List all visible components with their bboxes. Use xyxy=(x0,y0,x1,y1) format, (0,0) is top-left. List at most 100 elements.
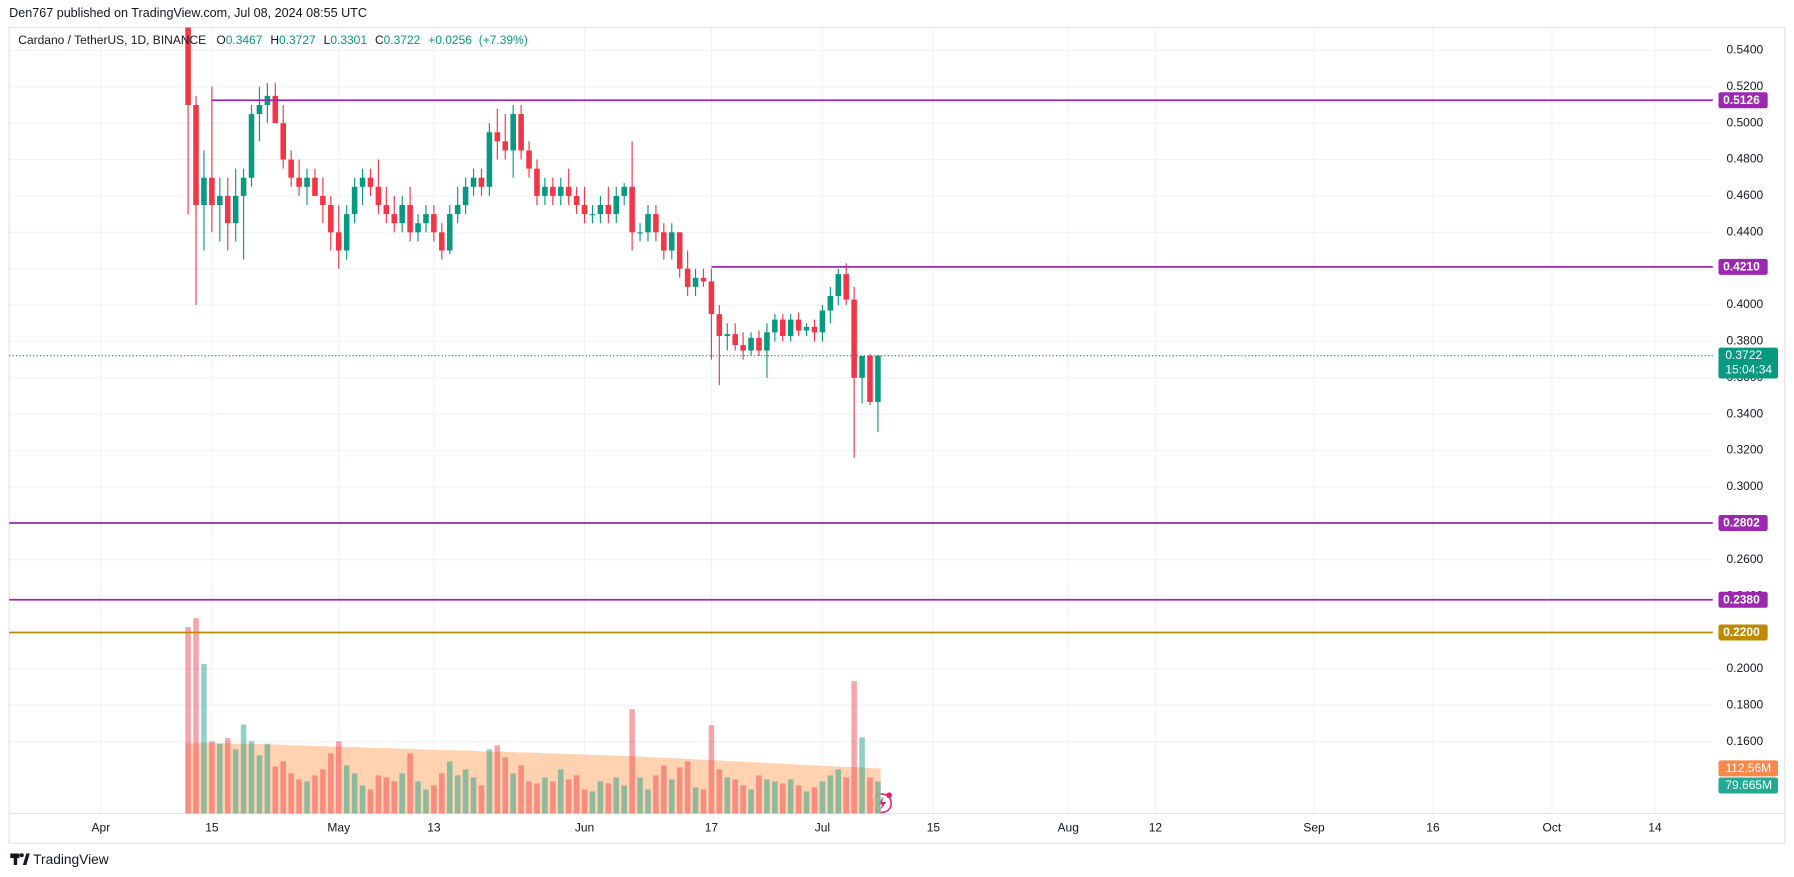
volume-bar xyxy=(565,779,572,814)
candle xyxy=(304,168,310,206)
candle-body xyxy=(407,205,413,233)
candle-body xyxy=(795,319,802,331)
candle xyxy=(518,104,524,160)
candle xyxy=(803,323,810,336)
x-tick-label: Sep xyxy=(1303,821,1325,835)
y-tick-label: 0.5200 xyxy=(1726,79,1763,93)
candle xyxy=(335,205,342,269)
candle-body xyxy=(431,214,437,233)
volume-bar xyxy=(470,777,477,814)
volume-bar xyxy=(526,781,532,814)
candle xyxy=(320,177,326,224)
x-tick-label: 14 xyxy=(1648,821,1662,835)
candle-body xyxy=(550,186,556,196)
candle xyxy=(787,314,794,342)
candle xyxy=(684,250,691,296)
volume-bar xyxy=(224,738,231,814)
candle xyxy=(454,186,461,224)
level-label-box xyxy=(1718,514,1768,531)
countdown: 15:04:34 xyxy=(1725,363,1772,377)
candle xyxy=(312,168,318,196)
candle-body xyxy=(288,159,294,178)
volume-bar xyxy=(668,779,675,814)
volume-bar xyxy=(557,769,564,814)
candle xyxy=(296,159,302,196)
volume-bar xyxy=(407,753,413,814)
candle xyxy=(811,319,818,342)
candle-body xyxy=(637,232,643,234)
candle-body xyxy=(351,186,358,215)
candle xyxy=(676,232,683,278)
candle-body xyxy=(827,295,834,311)
legend-key: O xyxy=(216,33,225,47)
legend-change-pct: (+7.39%) xyxy=(479,33,528,47)
volume-bar xyxy=(692,787,699,814)
candle-body xyxy=(272,95,279,124)
volume-bar xyxy=(589,791,596,814)
candle-body xyxy=(224,195,231,224)
candle-body xyxy=(502,141,509,151)
legend-value: 0.3727 xyxy=(279,33,316,47)
volume-bar xyxy=(875,781,881,814)
volume-bar xyxy=(637,777,643,814)
candle xyxy=(597,195,604,224)
candle-body xyxy=(494,132,501,142)
level-label: 0.2200 xyxy=(1723,625,1760,639)
volume-bar xyxy=(494,745,501,814)
x-tick-label: Apr xyxy=(92,821,111,835)
candle xyxy=(581,186,588,224)
y-tick-label: 0.3200 xyxy=(1726,443,1763,457)
x-tick-label: Jun xyxy=(575,821,594,835)
candle-body xyxy=(518,114,524,151)
volume-bar xyxy=(629,709,635,814)
candle xyxy=(819,305,826,342)
chart-frame xyxy=(8,26,1786,844)
volume-bar xyxy=(272,766,279,814)
x-tick-label: May xyxy=(327,821,350,835)
candle xyxy=(248,104,255,187)
volume-bar xyxy=(502,757,509,814)
volume-label-box xyxy=(1718,777,1778,794)
candle xyxy=(645,205,651,242)
candle xyxy=(351,177,358,224)
x-tick-label: 12 xyxy=(1149,821,1163,835)
volume-bar xyxy=(542,777,548,814)
candle-body xyxy=(732,334,738,346)
volume-bar xyxy=(304,781,310,814)
candle xyxy=(462,177,469,215)
volume-bar xyxy=(248,741,255,814)
candle xyxy=(193,95,199,306)
volume-bar xyxy=(534,783,540,814)
volume-bar xyxy=(795,785,802,814)
volume-bar xyxy=(597,781,604,814)
volume-bar xyxy=(383,777,390,814)
candle-body xyxy=(486,132,493,187)
candle xyxy=(446,205,453,255)
y-tick-label: 0.4600 xyxy=(1726,188,1763,202)
candle-body xyxy=(217,195,223,206)
volume-bar xyxy=(375,775,382,814)
candle xyxy=(359,168,366,206)
candle-body xyxy=(779,319,786,336)
candle-body xyxy=(343,214,350,251)
candle xyxy=(367,168,374,196)
candle-body xyxy=(803,326,810,331)
candle xyxy=(423,205,429,233)
volume-bar xyxy=(732,779,738,814)
volume-bar xyxy=(851,681,857,814)
candle-body xyxy=(328,205,334,233)
candle xyxy=(605,186,612,224)
candle-body xyxy=(629,186,635,233)
candle xyxy=(343,205,350,260)
candle-body xyxy=(764,332,770,351)
volume-bar xyxy=(645,789,651,814)
candle-body xyxy=(843,274,849,300)
volume-bar xyxy=(550,781,556,814)
publisher: Den767 published on TradingView.com, Jul… xyxy=(9,6,367,20)
candle-body xyxy=(542,186,548,196)
candle-body xyxy=(478,177,485,187)
candle-body xyxy=(383,205,390,215)
volume-bar xyxy=(676,767,683,814)
candle xyxy=(415,214,421,242)
